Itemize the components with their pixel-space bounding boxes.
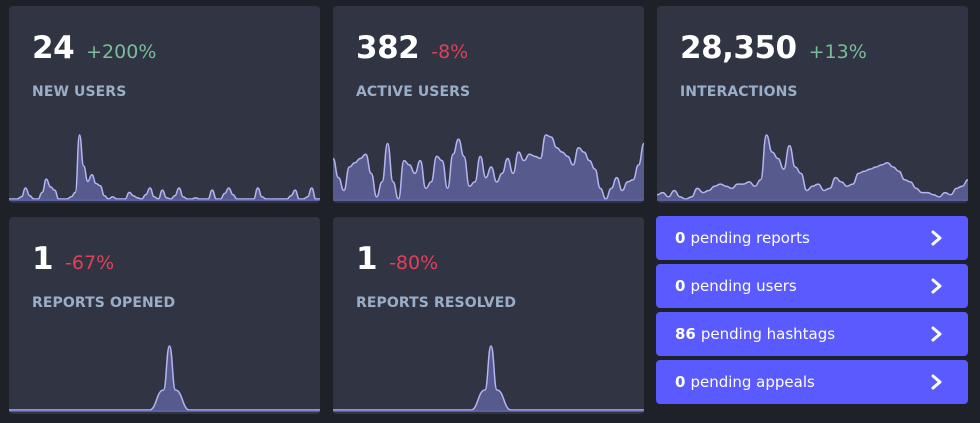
pending-users-link[interactable]: 0 pending users bbox=[656, 264, 968, 308]
metric-card-reports-opened: 1 -67% REPORTS OPENED bbox=[9, 217, 320, 414]
pending-count: 86 bbox=[675, 325, 696, 343]
metric-card-new-users: 24 +200% NEW USERS bbox=[9, 6, 320, 203]
metric-label: INTERACTIONS bbox=[680, 84, 798, 100]
metric-value: 1 bbox=[32, 241, 54, 277]
pending-count: 0 bbox=[675, 277, 686, 295]
metric-delta: +13% bbox=[808, 41, 867, 63]
sparkline-area bbox=[333, 135, 644, 199]
pending-label: pending users bbox=[690, 277, 797, 295]
sparkline-line bbox=[333, 134, 644, 200]
pending-label: pending appeals bbox=[690, 373, 815, 391]
metric-card-active-users: 382 -8% ACTIVE USERS bbox=[333, 6, 644, 203]
sparkline-line bbox=[657, 134, 968, 200]
pending-appeals-link[interactable]: 0 pending appeals bbox=[656, 360, 968, 404]
pending-count: 0 bbox=[675, 373, 686, 391]
sparkline-area bbox=[9, 346, 320, 410]
chevron-right-icon bbox=[931, 326, 942, 342]
metric-label: REPORTS RESOLVED bbox=[356, 295, 517, 311]
pending-reports-link[interactable]: 0 pending reports bbox=[656, 216, 968, 260]
sparkline-line bbox=[9, 345, 320, 411]
pending-label: pending hashtags bbox=[700, 325, 836, 343]
sparkline-active-users bbox=[333, 134, 644, 201]
metric-delta: +200% bbox=[86, 41, 157, 63]
chevron-right-icon bbox=[931, 230, 942, 246]
metric-label: ACTIVE USERS bbox=[356, 84, 471, 100]
metric-delta: -8% bbox=[431, 41, 469, 63]
metric-value: 28,350 bbox=[680, 30, 797, 66]
sparkline-area bbox=[333, 346, 644, 410]
sparkline-line bbox=[333, 345, 644, 411]
pending-hashtags-link[interactable]: 86 pending hashtags bbox=[656, 312, 968, 356]
sparkline-line bbox=[9, 134, 320, 200]
metric-label: REPORTS OPENED bbox=[32, 295, 176, 311]
metric-delta: -67% bbox=[65, 252, 115, 274]
sparkline-interactions bbox=[657, 134, 968, 201]
metric-value: 382 bbox=[356, 30, 420, 66]
metric-delta: -80% bbox=[389, 252, 439, 274]
pending-count: 0 bbox=[675, 229, 686, 247]
chevron-right-icon bbox=[931, 278, 942, 294]
chevron-right-icon bbox=[931, 374, 942, 390]
metric-value: 1 bbox=[356, 241, 378, 277]
sparkline-new-users bbox=[9, 134, 320, 201]
sparkline-area bbox=[657, 135, 968, 199]
metric-card-reports-resolved: 1 -80% REPORTS RESOLVED bbox=[333, 217, 644, 414]
sparkline-reports-resolved bbox=[333, 345, 644, 412]
metric-card-interactions: 28,350 +13% INTERACTIONS bbox=[657, 6, 968, 203]
metric-value: 24 bbox=[32, 30, 75, 66]
metric-label: NEW USERS bbox=[32, 84, 127, 100]
pending-label: pending reports bbox=[690, 229, 810, 247]
sparkline-reports-opened bbox=[9, 345, 320, 412]
sparkline-area bbox=[9, 135, 320, 199]
